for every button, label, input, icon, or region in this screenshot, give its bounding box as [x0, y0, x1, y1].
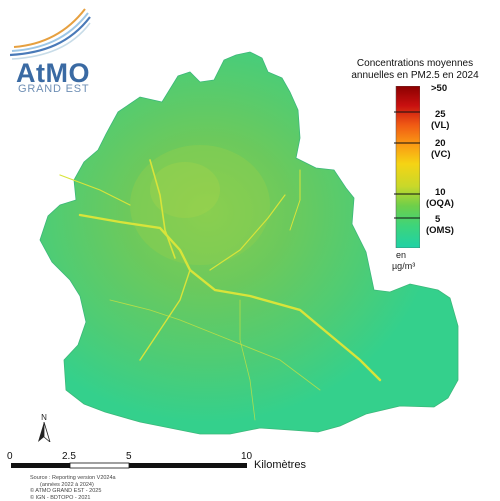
scale-label-2-5: 2.5: [62, 451, 76, 462]
legend-tick-20-note: (VC): [431, 149, 451, 160]
legend-color-ramp: [388, 86, 420, 248]
legend-unit-line2: µg/m³: [392, 261, 415, 272]
legend-title-line1: Concentrations moyennes: [340, 58, 490, 70]
legend-title-line2: annuelles en PM2.5 en 2024: [340, 70, 490, 82]
legend-tick-25: 25: [435, 109, 446, 120]
north-label: N: [36, 413, 52, 422]
legend-unit-line1: en: [392, 250, 415, 261]
legend-tick-25-note: (VL): [431, 120, 449, 131]
north-arrow-icon: [36, 422, 52, 442]
legend-tick-5: 5: [435, 214, 440, 225]
scale-label-10: 10: [241, 451, 252, 462]
legend-tick-5-note: (OMS): [426, 225, 454, 236]
source-line4: © IGN - BDTOPO - 2021: [30, 495, 116, 501]
logo-subtitle: GRAND EST: [18, 84, 89, 95]
source-line1: Source : Reporting version V2024a: [30, 475, 116, 482]
scale-label-5: 5: [126, 451, 132, 462]
scale-unit: Kilomètres: [254, 459, 306, 471]
city-center: [150, 162, 220, 218]
legend-tick-max: >50: [431, 83, 447, 94]
legend-tick-10-note: (OQA): [426, 198, 454, 209]
north-arrow: N: [36, 413, 52, 447]
legend-unit: en µg/m³: [392, 250, 415, 272]
legend-title: Concentrations moyennes annuelles en PM2…: [340, 58, 490, 82]
legend-tick-20: 20: [435, 138, 446, 149]
legend-tick-10: 10: [435, 187, 446, 198]
source-note: Source : Reporting version V2024a (année…: [30, 475, 116, 501]
scale-label-0: 0: [7, 451, 13, 462]
